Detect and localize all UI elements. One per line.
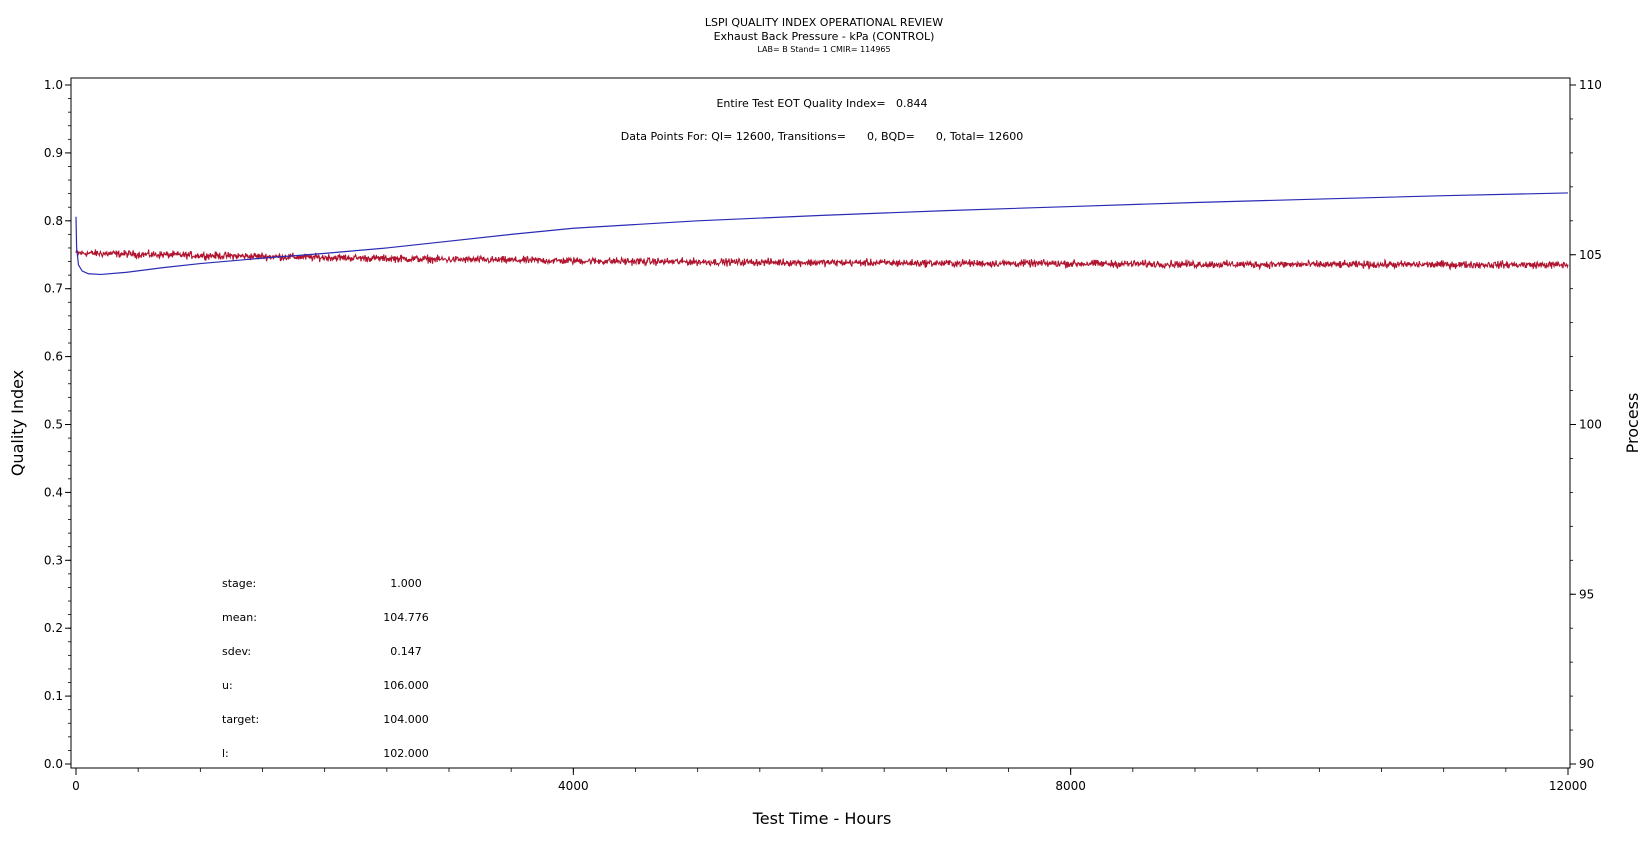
chart-subtitle-ids: LAB= B Stand= 1 CMIR= 114965 — [757, 45, 890, 54]
left-tick-label: 0.9 — [44, 146, 63, 160]
x-axis-ticks: 0 4000 8000 12000 — [72, 768, 1587, 793]
left-tick-label: 0.7 — [44, 282, 63, 296]
stat-value: 102.000 — [383, 747, 429, 760]
right-axis-ticks: 90 95 100 105 110 — [1570, 78, 1602, 771]
stat-label: mean: — [222, 611, 257, 624]
data-points-annotation: Data Points For: QI= 12600, Transitions=… — [621, 130, 1023, 143]
left-tick-label: 0.1 — [44, 689, 63, 703]
stat-label: stage: — [222, 577, 256, 590]
stat-label: l: — [222, 747, 229, 760]
left-tick-label: 0.4 — [44, 485, 63, 499]
stat-value: 1.000 — [390, 577, 422, 590]
minor-ticks — [68, 84, 1573, 772]
stat-value: 104.776 — [383, 611, 429, 624]
stat-value: 104.000 — [383, 713, 429, 726]
x-tick-label: 4000 — [558, 779, 589, 793]
quality-index-annotation: Entire Test EOT Quality Index= 0.844 — [716, 97, 927, 110]
x-axis-label: Test Time - Hours — [752, 809, 892, 828]
right-tick-label: 95 — [1579, 587, 1594, 601]
quality-index-series-line — [75, 192, 1569, 276]
plot-frame — [70, 77, 1571, 769]
stat-value: 106.000 — [383, 679, 429, 692]
series-layer — [75, 192, 1569, 276]
left-tick-label: 0.0 — [44, 757, 63, 771]
left-tick-label: 0.3 — [44, 553, 63, 567]
x-tick-label: 0 — [72, 779, 80, 793]
chart-subtitle: Exhaust Back Pressure - kPa (CONTROL) — [714, 30, 935, 43]
left-tick-label: 0.2 — [44, 621, 63, 635]
left-tick-label: 1.0 — [44, 78, 63, 92]
left-tick-label: 0.6 — [44, 350, 63, 364]
left-axis-ticks: 0.0 0.1 0.2 0.3 0.4 0.5 0.6 0.7 0.8 0.9 1.0 — [44, 78, 71, 771]
x-tick-label: 12000 — [1549, 779, 1587, 793]
process-series-line — [75, 249, 1569, 271]
chart-title: LSPI QUALITY INDEX OPERATIONAL REVIEW — [705, 16, 943, 29]
stat-value: 0.147 — [390, 645, 422, 658]
x-tick-label: 8000 — [1055, 779, 1086, 793]
right-tick-label: 100 — [1579, 418, 1602, 432]
right-tick-label: 90 — [1579, 757, 1594, 771]
left-tick-label: 0.8 — [44, 214, 63, 228]
y-axis-label-right: Process — [1623, 393, 1642, 454]
y-axis-label-left: Quality Index — [8, 370, 27, 476]
right-tick-label: 105 — [1579, 248, 1602, 262]
right-tick-label: 110 — [1579, 78, 1602, 92]
stats-table: stage: 1.000 mean: 104.776 sdev: 0.147 u: 106.0… — [222, 577, 429, 760]
stat-label: u: — [222, 679, 233, 692]
stat-label: target: — [222, 713, 259, 726]
stat-label: sdev: — [222, 645, 251, 658]
left-tick-label: 0.5 — [44, 418, 63, 432]
